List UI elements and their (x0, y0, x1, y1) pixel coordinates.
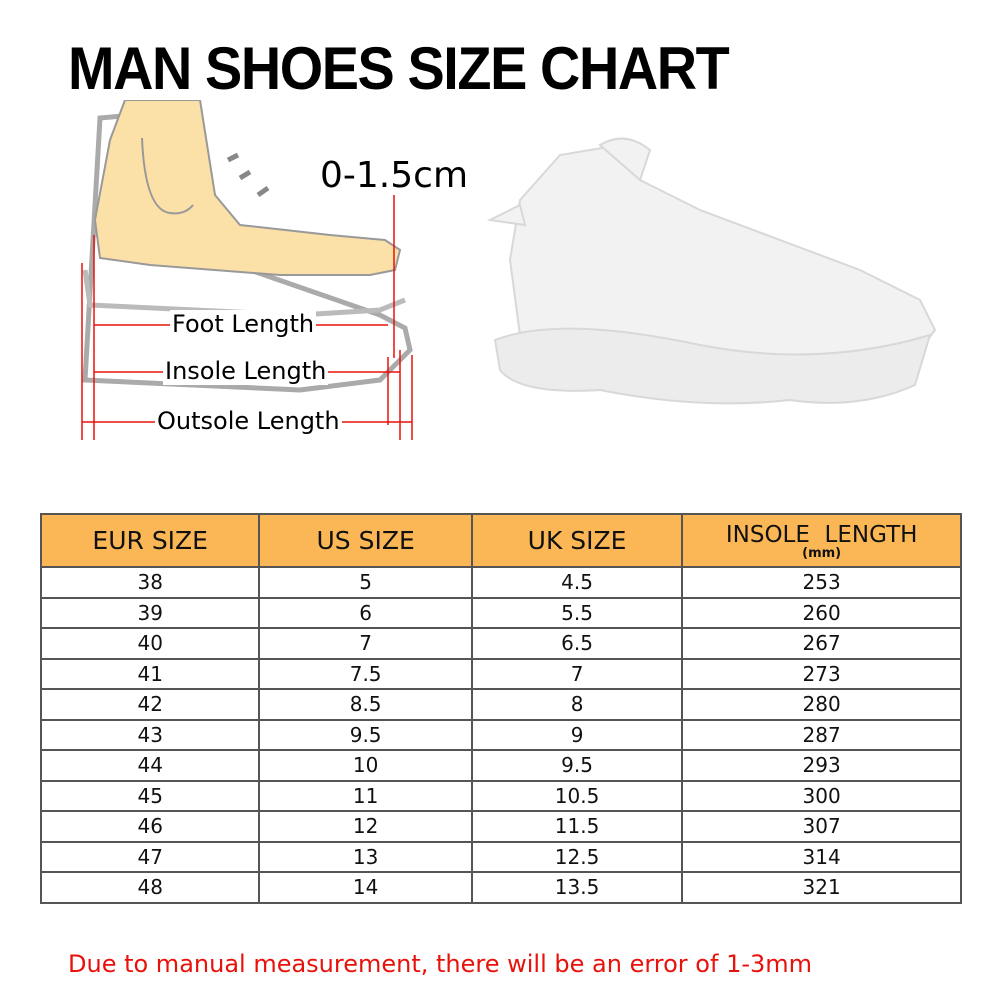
cell-us-size: 14 (258, 871, 473, 904)
cell-insole-length: 267 (681, 627, 962, 660)
page-title: MAN SHOES SIZE CHART (68, 35, 730, 102)
toe-gap-label: 0-1.5cm (320, 155, 469, 196)
cell-us-size: 10 (258, 749, 473, 782)
size-table: EUR SIZE US SIZE UK SIZE INSOLE LENGTH (… (39, 513, 962, 904)
measurement-note: Due to manual measurement, there will be… (68, 950, 813, 978)
table-row: 42 8.5 8 280 (39, 688, 962, 721)
cell-eur-size: 43 (39, 718, 261, 751)
table-row: 46 12 11.5 307 (39, 810, 962, 843)
cell-uk-size: 5.5 (470, 596, 684, 629)
cell-uk-size: 7 (470, 657, 684, 690)
cell-eur-size: 44 (39, 749, 261, 782)
sneaker-image (486, 137, 937, 405)
cell-uk-size: 10.5 (470, 779, 684, 812)
cell-us-size: 5 (258, 566, 473, 599)
cell-us-size: 8.5 (258, 688, 473, 721)
header-uk-size: UK SIZE (470, 513, 684, 568)
cell-uk-size: 4.5 (470, 566, 684, 599)
table-row: 43 9.5 9 287 (39, 718, 962, 751)
cell-insole-length: 260 (681, 596, 962, 629)
cell-us-size: 6 (258, 596, 473, 629)
cell-eur-size: 46 (39, 810, 261, 843)
cell-eur-size: 39 (39, 596, 261, 629)
table-row: 48 14 13.5 321 (39, 871, 962, 904)
table-row: 38 5 4.5 253 (39, 566, 962, 599)
header-insole-length: INSOLE LENGTH (mm) (681, 513, 962, 568)
outsole-length-label: Outsole Length (155, 407, 342, 435)
insole-length-label: Insole Length (163, 357, 329, 385)
cell-us-size: 7.5 (258, 657, 473, 690)
cell-eur-size: 42 (39, 688, 261, 721)
cell-eur-size: 38 (39, 566, 261, 599)
cell-us-size: 7 (258, 627, 473, 660)
table-row: 45 11 10.5 300 (39, 779, 962, 812)
insole-length-title: INSOLE LENGTH (725, 521, 918, 548)
cell-insole-length: 321 (681, 871, 962, 904)
cell-eur-size: 40 (39, 627, 261, 660)
cell-uk-size: 11.5 (470, 810, 684, 843)
header-eur-size: EUR SIZE (39, 513, 261, 568)
cell-uk-size: 9.5 (470, 749, 684, 782)
cell-insole-length: 287 (681, 718, 962, 751)
cell-us-size: 13 (258, 840, 473, 873)
cell-eur-size: 41 (39, 657, 261, 690)
cell-eur-size: 47 (39, 840, 261, 873)
table-header-row: EUR SIZE US SIZE UK SIZE INSOLE LENGTH (… (39, 513, 962, 568)
cell-uk-size: 13.5 (470, 871, 684, 904)
foot-shape (93, 100, 402, 276)
table-row: 47 13 12.5 314 (39, 840, 962, 873)
cell-uk-size: 9 (470, 718, 684, 751)
table-row: 39 6 5.5 260 (39, 596, 962, 629)
cell-uk-size: 8 (470, 688, 684, 721)
cell-eur-size: 45 (39, 779, 261, 812)
cell-uk-size: 12.5 (470, 840, 684, 873)
cell-eur-size: 48 (39, 871, 261, 904)
cell-insole-length: 253 (681, 566, 962, 599)
table-row: 44 10 9.5 293 (39, 749, 962, 782)
cell-us-size: 9.5 (258, 718, 473, 751)
foot-length-label: Foot Length (170, 310, 317, 338)
measure-lines (81, 195, 413, 440)
header-us-size: US SIZE (258, 513, 473, 568)
cell-insole-length: 314 (681, 840, 962, 873)
table-row: 40 7 6.5 267 (39, 627, 962, 660)
cell-uk-size: 6.5 (470, 627, 684, 660)
cell-insole-length: 273 (681, 657, 962, 690)
table-row: 41 7.5 7 273 (39, 657, 962, 690)
cell-us-size: 11 (258, 779, 473, 812)
foot-diagram (81, 100, 937, 440)
insole-length-unit: (mm) (802, 545, 842, 561)
cell-insole-length: 280 (681, 688, 962, 721)
cell-insole-length: 293 (681, 749, 962, 782)
cell-insole-length: 300 (681, 779, 962, 812)
cell-us-size: 12 (258, 810, 473, 843)
cell-insole-length: 307 (681, 810, 962, 843)
